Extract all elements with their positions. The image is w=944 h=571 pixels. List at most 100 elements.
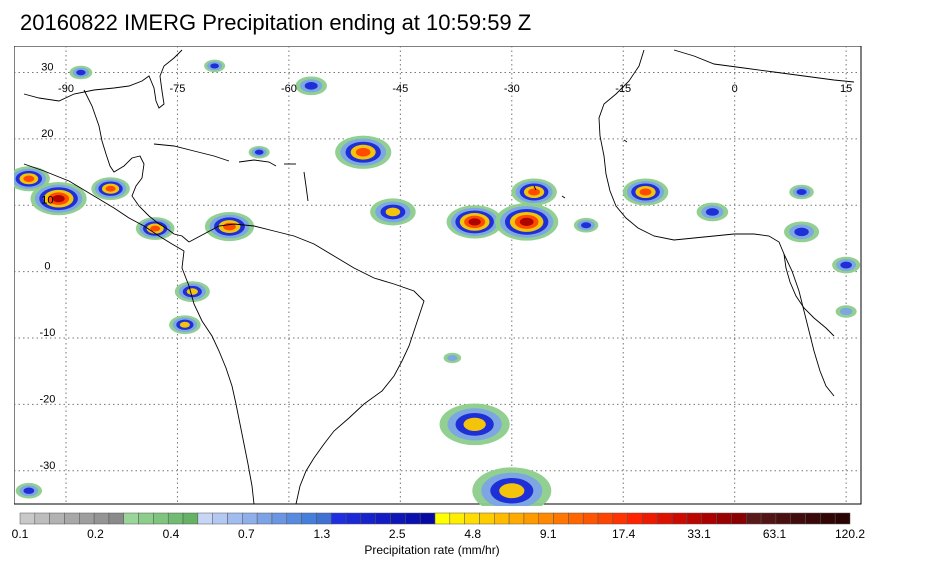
precip-cell — [447, 354, 458, 362]
longitude-label: 0 — [732, 83, 738, 95]
precipitation-colorbar: 0.1 0.2 0.4 0.7 1.3 2.5 4.8 9.1 17.4 33.1 63.1 120.… — [12, 512, 866, 541]
latitude-labels: 30 20 10 0 -10 -20 -30 — [39, 62, 55, 472]
colorbar-swatch — [538, 512, 554, 525]
colorbar-labels: 0.1 0.2 0.4 0.7 1.3 2.5 4.8 9.1 17.4 33.1 63.1 120.… — [12, 527, 866, 541]
precip-cell — [581, 222, 592, 229]
colorbar-swatch — [494, 512, 510, 525]
precip-cell — [499, 483, 525, 499]
colorbar-swatch — [286, 512, 302, 525]
colorbar-swatch — [93, 512, 110, 525]
precip-cell — [76, 69, 86, 76]
coast-hispaniola — [238, 159, 277, 167]
latitude-label: -20 — [39, 393, 55, 405]
precip-cell — [23, 487, 35, 494]
precipitation-layer — [14, 59, 861, 506]
precip-cell — [355, 147, 371, 157]
precip-cell — [794, 227, 809, 237]
colorbar-swatch — [760, 512, 777, 525]
colorbar-swatch — [138, 512, 154, 525]
precip-cell — [639, 188, 652, 196]
precip-cell — [105, 185, 116, 192]
coast-south-america-pacific — [181, 250, 255, 505]
colorbar-swatch — [790, 512, 806, 525]
colorbar-tick-label: 17.4 — [612, 527, 636, 541]
longitude-label: -75 — [170, 83, 186, 95]
precipitation-map[interactable]: -90 -75 -60 -45 -30 -15 0 15 30 20 10 0 -10 -20 -30 — [14, 46, 862, 506]
coast-antilles — [303, 171, 309, 202]
colorbar-swatch — [479, 512, 495, 525]
colorbar-swatch — [256, 512, 273, 525]
precip-cell — [796, 189, 807, 196]
longitude-label: 15 — [840, 83, 852, 95]
colorbar-swatch — [523, 512, 540, 525]
colorbar-tick-label: 0.2 — [87, 527, 104, 541]
latitude-label: 30 — [41, 62, 53, 74]
colorbar-tick-label: 0.7 — [238, 527, 255, 541]
colorbar-tick-label: 9.1 — [540, 527, 557, 541]
colorbar-swatch — [79, 512, 95, 525]
colorbar-swatch — [582, 512, 599, 525]
latitude-label: -10 — [39, 327, 55, 339]
precip-cell — [839, 307, 853, 316]
coast-central-america-pacific — [23, 163, 185, 252]
precip-cell — [519, 217, 534, 226]
colorbar-swatch — [449, 512, 465, 525]
colorbar-swatch — [419, 512, 436, 525]
colorbar-swatch — [597, 512, 614, 525]
colorbar-swatch — [64, 512, 80, 525]
colorbar-swatch — [820, 512, 836, 525]
colorbar-swatch — [775, 512, 791, 525]
longitude-labels: -90 -75 -60 -45 -30 -15 0 15 — [58, 83, 852, 95]
colorbar-tick-label: 120.2 — [835, 527, 865, 541]
colorbar-swatch — [227, 512, 243, 525]
colorbar-tick-label: 0.4 — [163, 527, 180, 541]
colorbar-swatch — [153, 512, 169, 525]
colorbar-swatch — [701, 512, 717, 525]
precip-cell — [528, 188, 541, 196]
longitude-label: -30 — [504, 83, 520, 95]
colorbar-swatch — [805, 512, 821, 525]
colorbar-tick-label: 4.8 — [464, 527, 481, 541]
colorbar-swatch — [746, 512, 762, 525]
colorbar-swatch — [686, 512, 703, 525]
colorbar-swatch — [568, 512, 584, 525]
precip-cell — [385, 207, 401, 217]
colorbar-swatch — [360, 512, 376, 525]
precip-cell — [304, 81, 318, 90]
colorbar-swatch — [167, 512, 184, 525]
colorbar-swatch — [242, 512, 258, 525]
colorbar-swatch — [390, 512, 406, 525]
colorbar-swatch — [405, 512, 421, 525]
colorbar-swatch — [316, 512, 332, 525]
colorbar-swatch — [331, 512, 347, 525]
colorbar-tick-label: 1.3 — [313, 527, 330, 541]
coast-africa-northwest — [598, 49, 835, 337]
colorbar-swatches — [19, 512, 851, 525]
precip-cell — [463, 417, 486, 431]
colorbar-tick-label: 2.5 — [389, 527, 406, 541]
colorbar-tick-label: 63.1 — [763, 527, 787, 541]
precip-cell — [705, 208, 719, 216]
precip-cell — [840, 261, 852, 269]
precip-cell — [150, 225, 161, 232]
colorbar-swatch — [19, 512, 36, 525]
colorbar-swatch — [123, 512, 139, 525]
colorbar-swatch — [508, 512, 525, 525]
colorbar-swatch — [716, 512, 732, 525]
colorbar-swatch — [301, 512, 317, 525]
coast-islands-atlantic — [533, 139, 628, 199]
colorbar-swatch — [182, 512, 199, 525]
colorbar-tick-label: 0.1 — [12, 527, 29, 541]
longitude-label: -15 — [615, 83, 631, 95]
coast-cuba — [153, 143, 230, 162]
colorbar-swatch — [671, 512, 688, 525]
coast-africa-west — [783, 253, 835, 397]
precip-cell — [254, 149, 264, 155]
map-frame — [14, 46, 862, 505]
longitude-label: -45 — [392, 83, 408, 95]
colorbar-swatch — [627, 512, 643, 525]
latitude-label: 10 — [41, 194, 53, 206]
latitude-label: 0 — [44, 261, 50, 273]
colorbar-swatch — [731, 512, 747, 525]
map-title: 20160822 IMERG Precipitation ending at 1… — [20, 10, 532, 35]
